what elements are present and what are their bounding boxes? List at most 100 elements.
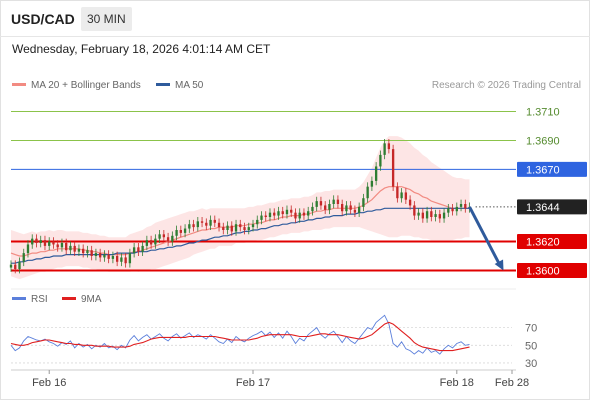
candle-body[interactable] [86,250,89,254]
candle-body[interactable] [324,205,327,210]
candle-body[interactable] [192,224,195,228]
candle-body[interactable] [464,204,467,209]
candle-body[interactable] [417,212,420,216]
candle-body[interactable] [387,143,391,150]
candle-body[interactable] [103,254,106,258]
candle-body[interactable] [69,245,72,251]
candle-body[interactable] [77,248,81,252]
candle-body[interactable] [298,212,301,219]
candle-body[interactable] [264,215,267,217]
candle-body[interactable] [341,204,344,212]
candle-body[interactable] [162,234,166,238]
candle-body[interactable] [60,243,64,248]
candle-body[interactable] [48,241,51,246]
candle-body[interactable] [260,215,263,220]
candle-body[interactable] [73,245,76,252]
candle-body[interactable] [247,227,250,230]
candle-body[interactable] [438,214,441,219]
candle-body[interactable] [179,230,182,233]
candle-body[interactable] [273,212,276,216]
candle-body[interactable] [18,261,21,269]
candle-body[interactable] [141,245,144,252]
candle-body[interactable] [285,209,289,215]
candle-body[interactable] [459,204,463,207]
candle-body[interactable] [94,253,98,256]
candle-body[interactable] [171,235,174,242]
candle-body[interactable] [290,209,293,213]
candle-body[interactable] [226,225,229,230]
candle-body[interactable] [98,253,102,258]
candle-body[interactable] [107,254,110,259]
candle-body[interactable] [120,257,123,262]
candle-body[interactable] [217,222,221,228]
candle-body[interactable] [362,198,365,207]
candle-body[interactable] [251,224,255,228]
candle-body[interactable] [319,201,323,206]
candle-body[interactable] [455,206,458,212]
candle-body[interactable] [145,240,149,246]
candle-body[interactable] [43,240,47,246]
candle-body[interactable] [370,180,374,187]
candle-body[interactable] [277,211,280,216]
candle-body[interactable] [239,224,242,228]
timeframe-badge[interactable]: 30 MIN [81,7,132,31]
candle-body[interactable] [154,238,157,245]
candle-body[interactable] [345,205,348,212]
candle-body[interactable] [149,240,153,245]
candle-body[interactable] [357,206,361,213]
candle-body[interactable] [366,186,369,199]
candle-body[interactable] [451,208,454,212]
candle-body[interactable] [26,244,30,254]
candle-body[interactable] [209,219,212,226]
candle-body[interactable] [158,234,161,239]
candle-body[interactable] [65,243,68,251]
candle-body[interactable] [132,247,136,254]
candle-body[interactable] [332,199,335,204]
candle-body[interactable] [302,212,306,216]
candle-body[interactable] [408,199,412,206]
candle-body[interactable] [425,211,429,219]
candle-body[interactable] [31,238,34,245]
candle-body[interactable] [82,248,85,254]
candle-body[interactable] [396,186,399,199]
candle-body[interactable] [22,253,25,262]
candle-body[interactable] [434,214,437,217]
candle-body[interactable] [336,199,340,204]
candle-body[interactable] [442,212,446,219]
candle-body[interactable] [188,224,191,229]
candle-body[interactable] [196,221,199,228]
candle-body[interactable] [353,209,357,213]
candle-body[interactable] [349,205,352,210]
candle-body[interactable] [421,212,425,219]
candle-body[interactable] [124,257,127,264]
candle-body[interactable] [311,206,314,212]
candle-body[interactable] [447,208,450,213]
candle-body[interactable] [128,253,132,264]
candle-body[interactable] [200,221,204,223]
candle-body[interactable] [256,219,259,225]
candle-body[interactable] [379,154,382,167]
candle-body[interactable] [137,247,140,252]
candle-body[interactable] [213,219,216,223]
candle-body[interactable] [307,211,310,216]
candle-body[interactable] [391,149,395,187]
candle-body[interactable] [222,227,225,230]
candle-body[interactable] [294,212,297,219]
candle-body[interactable] [230,225,233,232]
candle-body[interactable] [205,222,208,226]
candle-body[interactable] [281,211,284,215]
candle-body[interactable] [14,264,17,269]
candle-body[interactable] [90,250,93,256]
candle-body[interactable] [175,230,178,236]
candle-body[interactable] [413,205,416,216]
candle-body[interactable] [383,143,386,155]
candle-body[interactable] [183,228,187,233]
candle-body[interactable] [111,256,115,259]
candle-body[interactable] [374,166,378,181]
candle-body[interactable] [234,224,238,232]
candle-body[interactable] [400,192,403,199]
candle-body[interactable] [166,237,170,242]
candle-body[interactable] [35,238,38,243]
candle-body[interactable] [115,256,119,262]
candle-body[interactable] [315,201,318,207]
